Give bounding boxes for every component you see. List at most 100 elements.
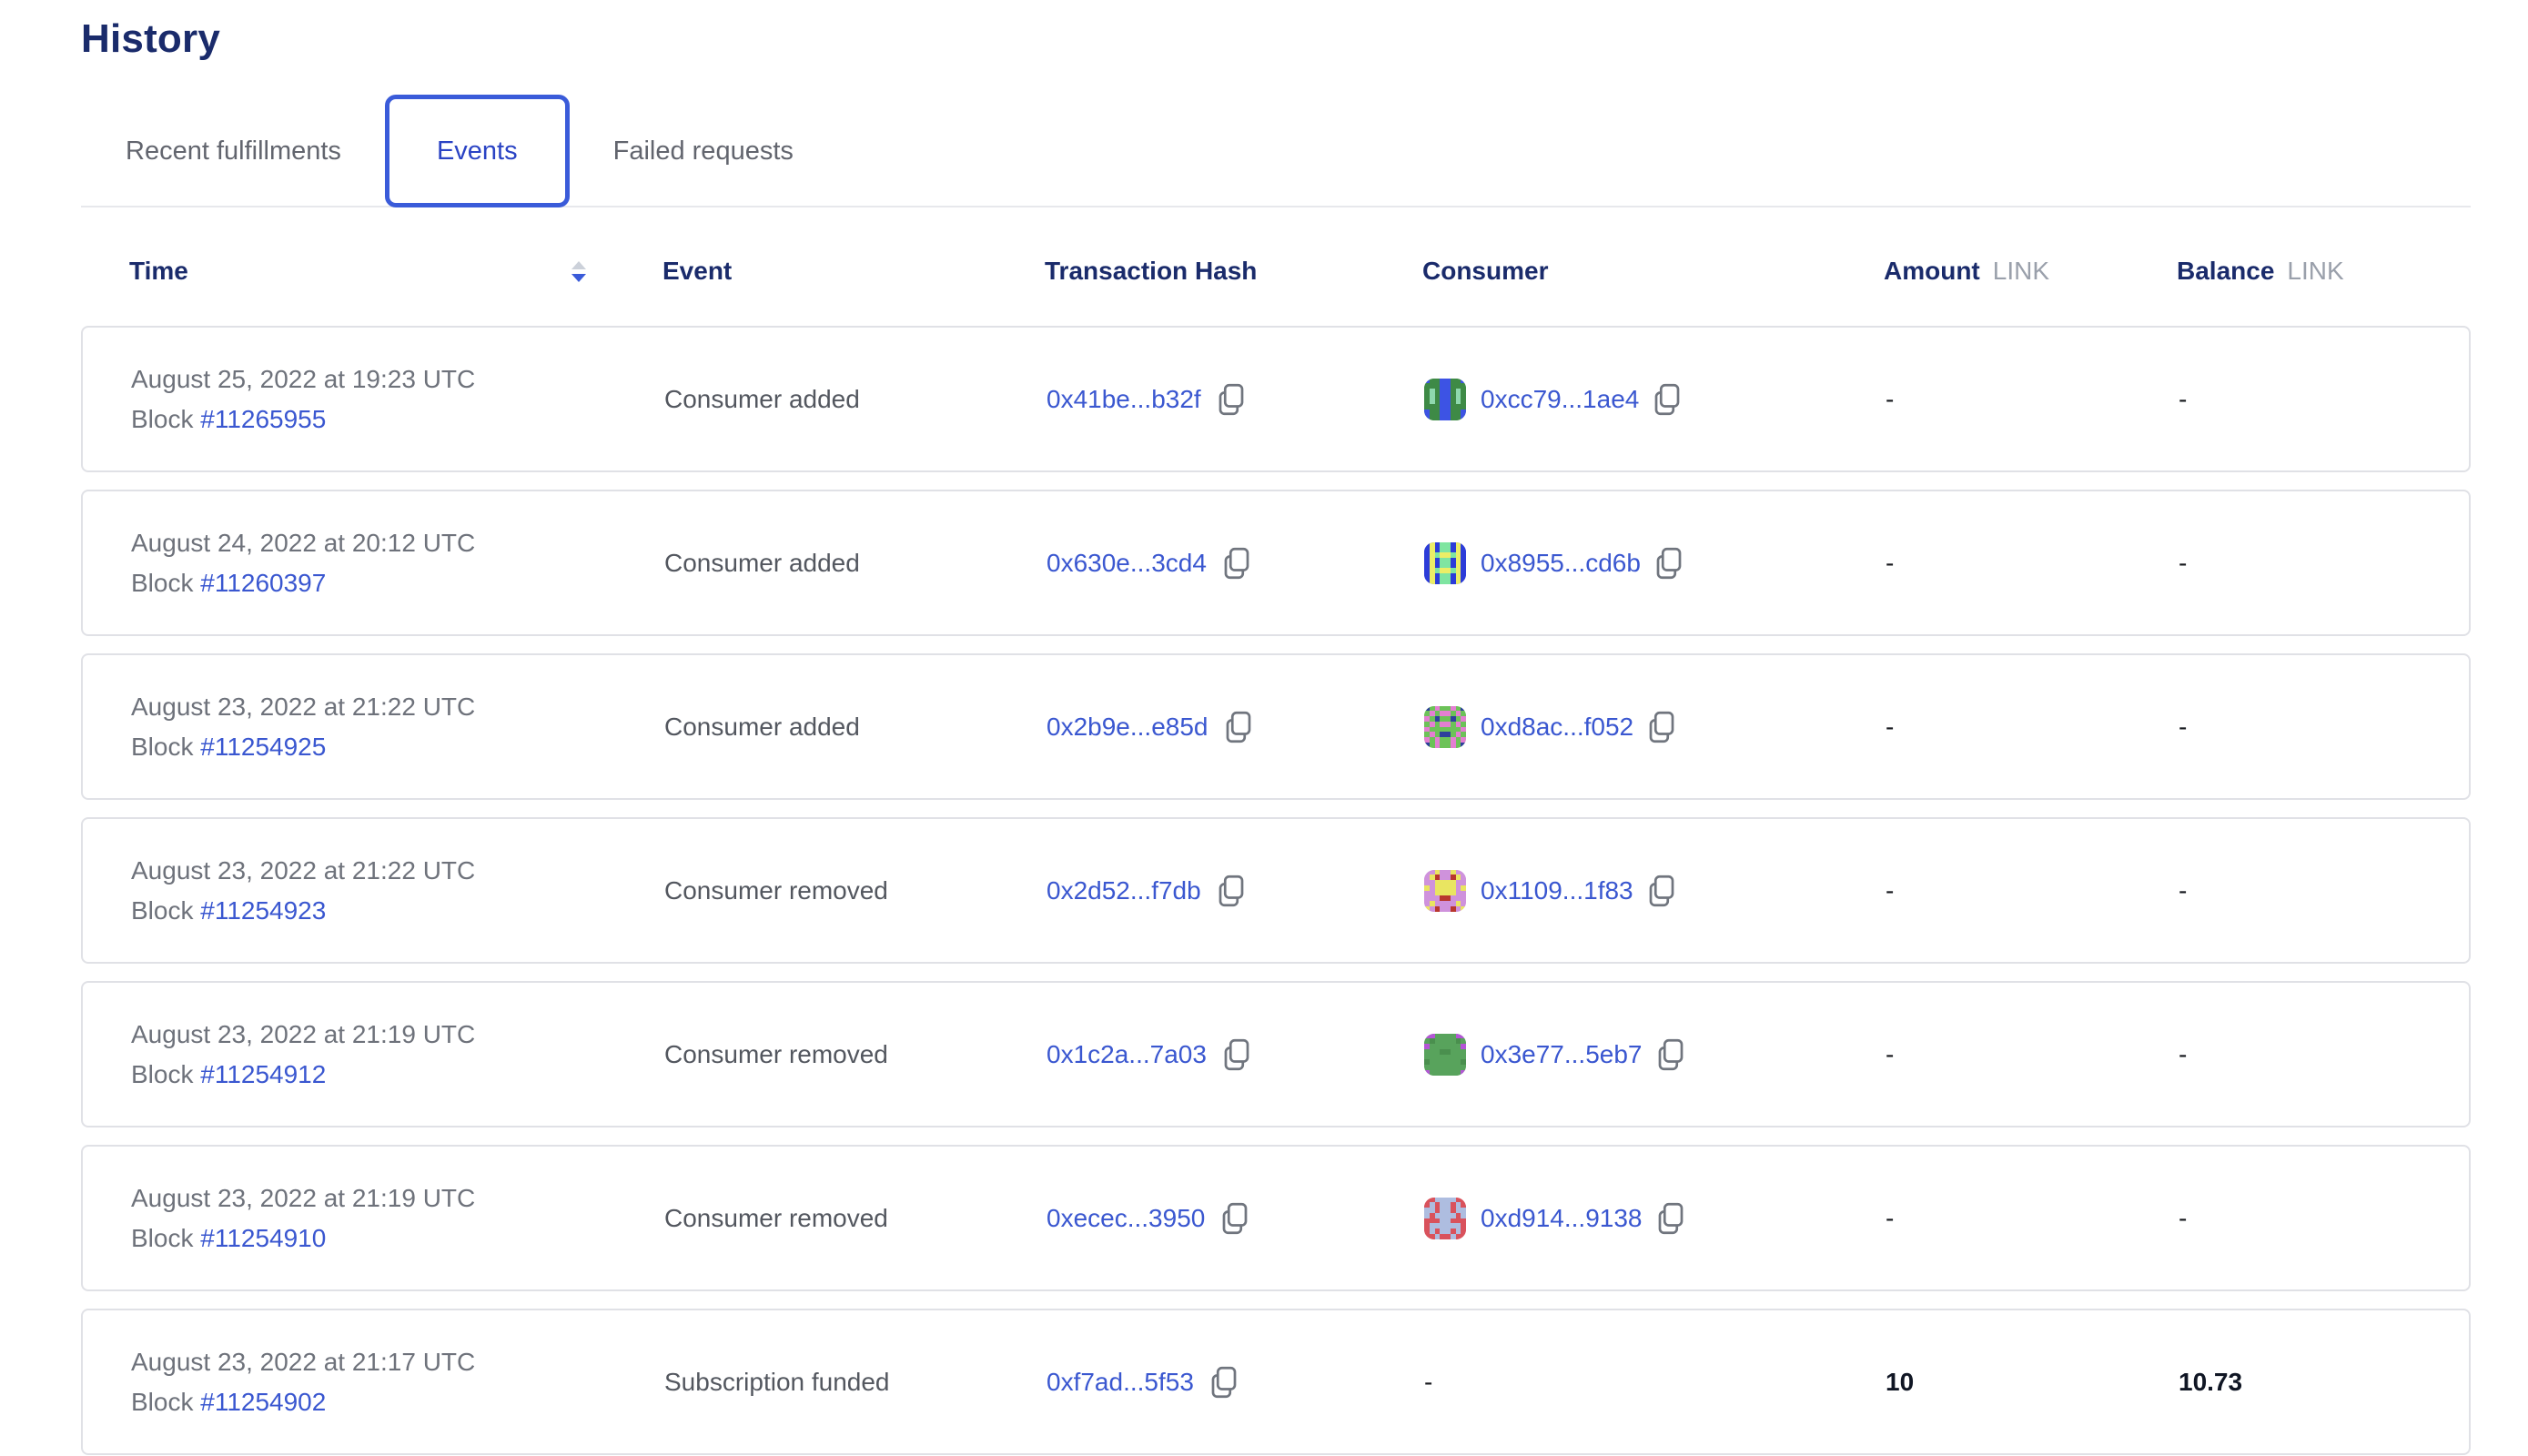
consumer-empty: - xyxy=(1424,1367,1433,1396)
row-transaction-hash: 0x2d52...f7db xyxy=(1047,875,1424,907)
block-label: Block xyxy=(131,404,201,433)
tab-events[interactable]: Events xyxy=(384,95,570,207)
block-number-link[interactable]: #11254923 xyxy=(200,895,327,925)
consumer-identicon xyxy=(1424,378,1466,420)
row-event: Subscription funded xyxy=(664,1367,890,1396)
block-label: Block xyxy=(131,1059,201,1088)
transaction-hash-link[interactable]: 0x41be...b32f xyxy=(1047,384,1201,413)
transaction-hash-link[interactable]: 0x630e...3cd4 xyxy=(1047,548,1207,577)
consumer-address-link[interactable]: 0xcc79...1ae4 xyxy=(1481,384,1640,413)
balance-label: Balance xyxy=(2177,257,2275,285)
consumer-identicon xyxy=(1424,1197,1466,1239)
consumer-address-link[interactable]: 0x8955...cd6b xyxy=(1481,548,1641,577)
row-block: Block #11260397 xyxy=(131,569,664,598)
transaction-hash-link[interactable]: 0x2d52...f7db xyxy=(1047,875,1201,905)
event-rows: August 25, 2022 at 19:23 UTC Block #1126… xyxy=(81,326,2471,1455)
row-date: August 23, 2022 at 21:19 UTC xyxy=(131,1019,476,1048)
row-consumer: 0xcc79...1ae4 xyxy=(1424,378,1886,420)
consumer-address-link[interactable]: 0xd8ac...f052 xyxy=(1481,712,1634,741)
row-balance: - xyxy=(2179,712,2188,741)
copy-icon[interactable] xyxy=(1657,1202,1684,1235)
block-number-link[interactable]: #11254912 xyxy=(200,1059,327,1088)
row-amount: - xyxy=(1886,384,1895,413)
block-number-link[interactable]: #11254910 xyxy=(200,1223,327,1252)
block-number-link[interactable]: #11254925 xyxy=(200,732,327,761)
consumer-identicon xyxy=(1424,1033,1466,1076)
column-header-consumer: Consumer xyxy=(1422,257,1549,285)
row-amount: - xyxy=(1886,875,1895,905)
row-consumer: 0xd914...9138 xyxy=(1424,1197,1886,1239)
row-block: Block #11254925 xyxy=(131,733,664,762)
transaction-hash-link[interactable]: 0xecec...3950 xyxy=(1047,1203,1206,1232)
row-amount: 10 xyxy=(1886,1367,1915,1396)
sort-icon[interactable] xyxy=(571,260,586,282)
copy-icon[interactable] xyxy=(1225,711,1252,743)
row-block: Block #11254912 xyxy=(131,1060,664,1089)
copy-icon[interactable] xyxy=(1648,875,1675,907)
row-consumer: - xyxy=(1424,1368,1886,1397)
row-date: August 25, 2022 at 19:23 UTC xyxy=(131,364,476,393)
tab-failed-requests[interactable]: Failed requests xyxy=(612,136,794,166)
consumer-address-link[interactable]: 0x3e77...5eb7 xyxy=(1481,1039,1643,1068)
column-header-balance: Balance LINK xyxy=(2177,257,2471,286)
row-event: Consumer removed xyxy=(664,1203,888,1232)
block-number-link[interactable]: #11260397 xyxy=(200,568,327,597)
table-row: August 23, 2022 at 21:22 UTC Block #1125… xyxy=(81,817,2471,964)
transaction-hash-link[interactable]: 0xf7ad...5f53 xyxy=(1047,1367,1194,1396)
row-amount: - xyxy=(1886,548,1895,577)
copy-icon[interactable] xyxy=(1221,1202,1249,1235)
page-title: History xyxy=(81,16,220,61)
block-label: Block xyxy=(131,568,201,597)
row-balance: - xyxy=(2179,1203,2188,1232)
row-balance: - xyxy=(2179,1039,2188,1068)
row-amount: - xyxy=(1886,712,1895,741)
table-header: Time Event Transaction Hash Consumer Amo… xyxy=(81,257,2471,286)
copy-icon[interactable] xyxy=(1210,1366,1238,1399)
row-transaction-hash: 0x630e...3cd4 xyxy=(1047,547,1424,580)
row-consumer: 0x8955...cd6b xyxy=(1424,541,1886,584)
copy-icon[interactable] xyxy=(1223,1038,1250,1071)
row-transaction-hash: 0x41be...b32f xyxy=(1047,383,1424,416)
table-row: August 23, 2022 at 21:19 UTC Block #1125… xyxy=(81,1145,2471,1291)
row-balance: 10.73 xyxy=(2179,1367,2243,1396)
row-event: Consumer added xyxy=(664,384,860,413)
row-balance: - xyxy=(2179,548,2188,577)
row-date: August 23, 2022 at 21:19 UTC xyxy=(131,1183,476,1212)
copy-icon[interactable] xyxy=(1218,875,1245,907)
copy-icon[interactable] xyxy=(1655,547,1683,580)
col-time-label: Time xyxy=(129,257,188,285)
column-header-transaction-hash: Transaction Hash xyxy=(1045,257,1258,285)
transaction-hash-link[interactable]: 0x2b9e...e85d xyxy=(1047,712,1208,741)
tabs: Recent fulfillments Events Failed reques… xyxy=(81,95,2471,207)
copy-icon[interactable] xyxy=(1648,711,1675,743)
consumer-address-link[interactable]: 0x1109...1f83 xyxy=(1481,875,1633,905)
block-number-link[interactable]: #11254902 xyxy=(200,1387,327,1416)
block-label: Block xyxy=(131,732,201,761)
consumer-identicon xyxy=(1424,869,1466,912)
sort-down-arrow-icon xyxy=(571,273,586,282)
consumer-address-link[interactable]: 0xd914...9138 xyxy=(1481,1203,1643,1232)
row-event: Consumer removed xyxy=(664,1039,888,1068)
row-date: August 24, 2022 at 20:12 UTC xyxy=(131,528,476,557)
row-date: August 23, 2022 at 21:22 UTC xyxy=(131,692,476,721)
row-event: Consumer removed xyxy=(664,875,888,905)
sort-up-arrow-icon xyxy=(571,260,586,269)
copy-icon[interactable] xyxy=(1657,1038,1684,1071)
row-balance: - xyxy=(2179,875,2188,905)
tab-recent-fulfillments[interactable]: Recent fulfillments xyxy=(126,136,341,166)
copy-icon[interactable] xyxy=(1653,383,1681,416)
amount-label: Amount xyxy=(1884,257,1980,285)
row-block: Block #11254910 xyxy=(131,1224,664,1253)
amount-unit-label: LINK xyxy=(1992,257,2050,285)
copy-icon[interactable] xyxy=(1218,383,1245,416)
row-block: Block #11254923 xyxy=(131,896,664,925)
row-balance: - xyxy=(2179,384,2188,413)
block-label: Block xyxy=(131,895,201,925)
column-header-amount: Amount LINK xyxy=(1884,257,2177,286)
row-transaction-hash: 0x1c2a...7a03 xyxy=(1047,1038,1424,1071)
row-event: Consumer added xyxy=(664,548,860,577)
row-consumer: 0xd8ac...f052 xyxy=(1424,705,1886,748)
copy-icon[interactable] xyxy=(1223,547,1250,580)
block-number-link[interactable]: #11265955 xyxy=(200,404,327,433)
transaction-hash-link[interactable]: 0x1c2a...7a03 xyxy=(1047,1039,1207,1068)
